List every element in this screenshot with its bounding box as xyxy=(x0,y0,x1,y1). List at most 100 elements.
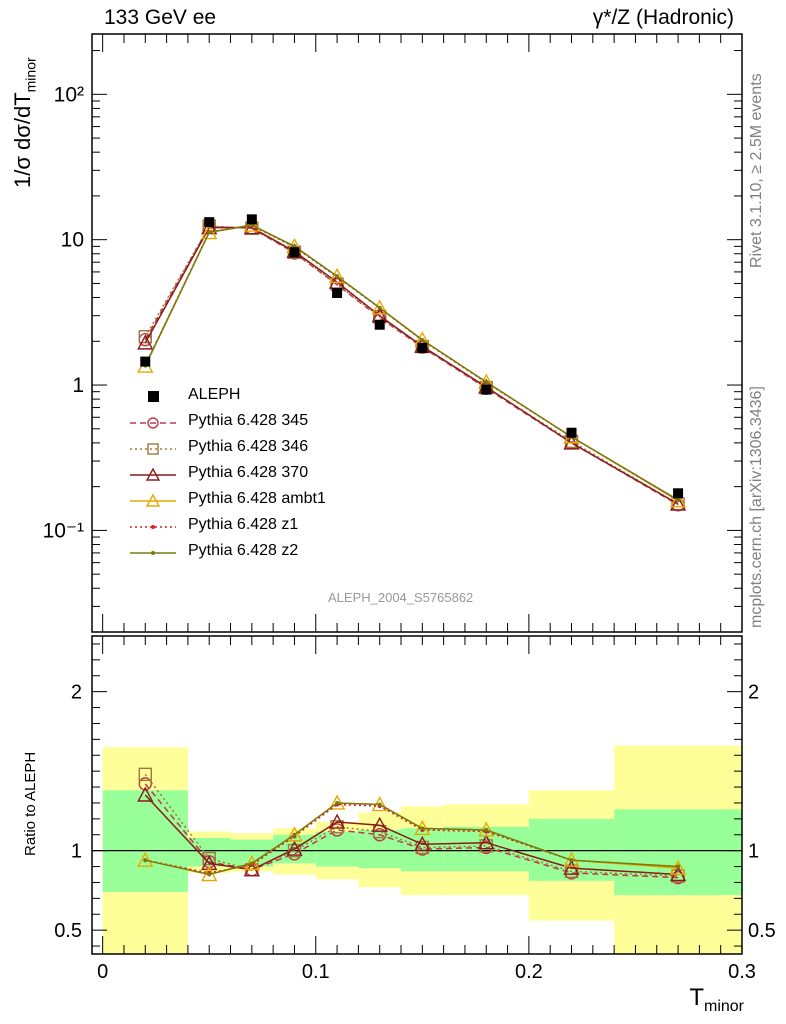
main-series-5-point-4 xyxy=(335,274,340,279)
aleph-point-9 xyxy=(673,488,684,499)
legend-marker xyxy=(151,525,155,529)
aleph-point-1 xyxy=(204,217,215,228)
analysis-id: ALEPH_2004_S5765862 xyxy=(328,590,474,605)
ratio-series-2-point-4 xyxy=(328,813,346,829)
energy-label: 133 GeV ee xyxy=(104,6,217,29)
main-series-line-5 xyxy=(144,224,679,501)
main-series-3-point-2 xyxy=(243,216,261,232)
ratio-uncertainty-bands xyxy=(92,745,742,954)
main-series-5-point-5 xyxy=(377,305,382,310)
legend-entry: Pythia 6.428 345 xyxy=(130,410,430,436)
ratio-series-2-point-0 xyxy=(137,786,154,802)
ratio-series-lines xyxy=(137,767,687,885)
legend-swatch xyxy=(130,417,176,429)
x-tick-label: 0.1 xyxy=(302,961,330,983)
legend-swatch xyxy=(130,467,176,481)
main-y-tick-label: 1 xyxy=(72,374,84,397)
ratio-y-tick-label: 1 xyxy=(71,841,82,863)
legend: ALEPH Pythia 6.428 345 Pythia 6.428 346 Pyt… xyxy=(130,384,430,566)
legend-marker xyxy=(147,443,159,455)
ratio-series-2-point-8 xyxy=(563,859,580,875)
legend-marker xyxy=(145,467,161,481)
ratio-series-5-point-1 xyxy=(207,872,212,877)
ratio-series-5-point-8 xyxy=(569,858,574,863)
legend-entry: Pythia 6.428 z1 xyxy=(130,514,430,540)
x-axis-label: Tminor xyxy=(689,984,744,1015)
legend-marker xyxy=(147,417,159,429)
aleph-point-4 xyxy=(332,287,343,298)
aleph-point-3 xyxy=(289,247,300,258)
stat-uncertainty-band-0 xyxy=(102,790,188,892)
ratio-series-3-point-0 xyxy=(137,851,154,867)
ratio-series-5-point-3 xyxy=(292,832,297,837)
stat-uncertainty-band-5 xyxy=(358,829,402,869)
aleph-point-8 xyxy=(566,427,577,438)
aleph-point-7 xyxy=(481,384,492,395)
legend-entry: Pythia 6.428 z2 xyxy=(130,540,430,566)
legend-marker xyxy=(145,493,161,507)
aleph-point-6 xyxy=(417,342,428,353)
ratio-series-3-point-3 xyxy=(286,826,303,842)
ratio-y-tick-label-right: 1 xyxy=(748,841,759,863)
ratio-series-line-5 xyxy=(145,802,679,876)
ratio-series-5-point-4 xyxy=(335,800,340,805)
ratio-series-5-point-5 xyxy=(377,802,382,807)
main-panel-frame xyxy=(91,33,743,633)
main-series-5-point-6 xyxy=(420,338,425,343)
ratio-series-line-0 xyxy=(144,783,679,879)
ratio-series-0-point-0 xyxy=(138,777,152,791)
ratio-series-line-2 xyxy=(144,794,679,876)
stat-uncertainty-band-4 xyxy=(315,831,359,867)
main-series-line-2 xyxy=(144,226,679,505)
ratio-series-3-point-2 xyxy=(243,854,261,871)
main-series-5-point-9 xyxy=(676,497,681,502)
legend-swatch xyxy=(148,391,159,402)
main-series-5-point-7 xyxy=(484,379,489,384)
ratio-series-1-point-1 xyxy=(202,851,216,866)
ratio-series-1-point-3 xyxy=(287,843,302,858)
legend-entry: ALEPH xyxy=(130,384,430,410)
x-tick-label: 0.3 xyxy=(728,961,756,983)
ratio-series-line-1 xyxy=(144,773,679,877)
legend-marker xyxy=(151,551,155,555)
ratio-series-2-point-7 xyxy=(478,834,495,850)
main-y-tick-label: 10 xyxy=(61,229,84,252)
process-label: γ*/Z (Hadronic) xyxy=(592,6,734,29)
legend-swatch xyxy=(130,493,176,507)
legend-label: Pythia 6.428 370 xyxy=(188,464,309,481)
legend-label: Pythia 6.428 345 xyxy=(188,412,309,429)
aleph-point-0 xyxy=(140,356,151,367)
ratio-series-5-point-6 xyxy=(420,826,425,831)
aleph-point-2 xyxy=(246,214,257,225)
ratio-series-5-point-7 xyxy=(484,827,489,832)
ratio-series-2-point-5 xyxy=(371,816,388,832)
legend-entry: Pythia 6.428 ambt1 xyxy=(130,488,430,514)
main-y-tick-label: 10⁻¹ xyxy=(43,519,84,542)
ratio-series-5-point-9 xyxy=(676,864,681,869)
legend-label: Pythia 6.428 z1 xyxy=(188,516,299,533)
ratio-y-tick-label-right: 2 xyxy=(748,682,759,704)
aleph-point-5 xyxy=(374,319,385,330)
ratio-series-3-point-9 xyxy=(669,859,687,875)
main-y-tick-label: 10² xyxy=(54,83,84,106)
legend-entry: Pythia 6.428 346 xyxy=(130,436,430,462)
legend-entry: Pythia 6.428 370 xyxy=(130,462,430,488)
ratio-y-tick-label-right: 0.5 xyxy=(748,920,776,942)
legend-label: Pythia 6.428 346 xyxy=(188,438,309,455)
main-series-3-point-5 xyxy=(371,299,388,315)
legend-label: Pythia 6.428 z2 xyxy=(188,542,299,559)
main-series-3-point-9 xyxy=(669,492,687,508)
ratio-series-1-point-9 xyxy=(671,869,685,883)
axes-frames: 10⁻¹ 1 10 10² 0 0.1 0.2 0.3 0.5 0.5 1 1 2 2 xyxy=(43,33,776,983)
main-series-lines xyxy=(137,216,687,512)
legend-data-marker xyxy=(148,391,159,402)
legend-label: ALEPH xyxy=(188,386,241,403)
main-series-2-point-0 xyxy=(137,334,154,350)
legend-swatch xyxy=(130,525,176,529)
ratio-series-5-point-2 xyxy=(249,861,254,866)
legend-label: Pythia 6.428 ambt1 xyxy=(188,490,326,507)
ratio-series-1-point-0 xyxy=(138,767,152,782)
ratio-panel-frame xyxy=(91,635,743,955)
ratio-series-2-point-6 xyxy=(414,835,431,851)
